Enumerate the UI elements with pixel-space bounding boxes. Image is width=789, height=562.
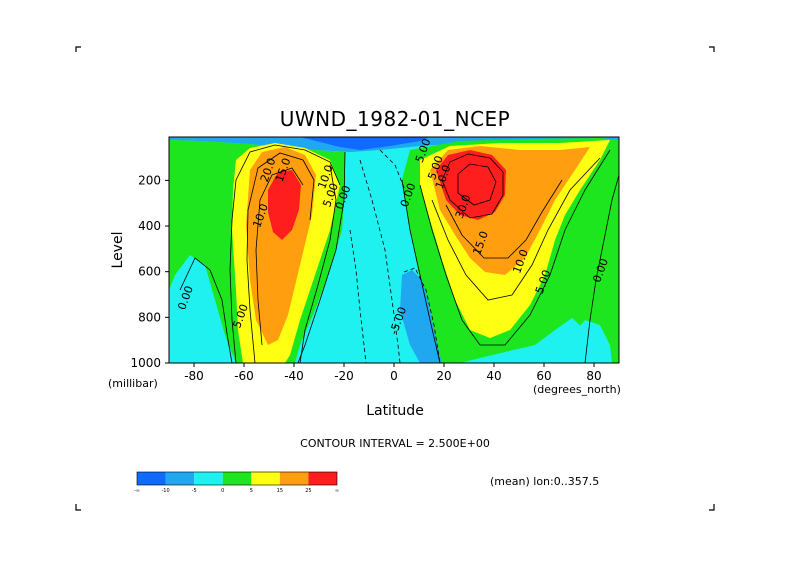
- x-tick-label: 20: [436, 369, 451, 383]
- x-axis-ticks: -80 -60 -40 -20 0 20 40 60 80: [184, 363, 602, 383]
- colorbar-label: 25: [305, 488, 311, 494]
- y-tick-label: 800: [138, 310, 161, 324]
- colorbar: -∞ -10 -5 0 5 15 25 ∞: [134, 471, 339, 494]
- contour-interval-text: CONTOUR INTERVAL = 2.500E+00: [300, 437, 490, 450]
- colorbar-swatch: [194, 472, 223, 485]
- colorbar-swatch: [279, 472, 309, 485]
- x-tick-label: 0: [390, 369, 398, 383]
- x-tick-label: 40: [486, 369, 501, 383]
- contour-line: [457, 163, 497, 206]
- colorbar-frame: [136, 471, 338, 486]
- contour-line: [419, 149, 611, 346]
- colorbar-swatch: [308, 472, 337, 485]
- chart-title: UWND_1982-01_NCEP: [280, 107, 510, 131]
- mean-longitude-text: (mean) lon:0..357.5: [490, 475, 599, 488]
- contour-line: [349, 229, 367, 363]
- tropical-negative-tongue: [400, 270, 442, 363]
- strong-negative-band-top: [300, 137, 430, 150]
- contour-line: [229, 144, 341, 363]
- contour-line: [255, 167, 304, 346]
- colorbar-label: -5: [192, 488, 197, 494]
- contour-line: [299, 164, 337, 363]
- y-tick-label: 600: [138, 265, 161, 279]
- nh-cyan-patch-east: [565, 320, 612, 363]
- colorbar-label: ∞: [335, 488, 339, 494]
- colorbar-swatch: [137, 472, 166, 485]
- corner-mark-bottom-right: [709, 504, 715, 511]
- x-tick-label: 80: [586, 369, 601, 383]
- contour-line: [246, 152, 315, 363]
- x-tick-label: -20: [334, 369, 354, 383]
- contour-lines: [179, 144, 619, 363]
- colorbar-label: -∞: [134, 488, 140, 494]
- sh-cyan-patch: [169, 290, 225, 363]
- colorbar-label: 5: [250, 488, 253, 494]
- colorbar-swatch: [165, 472, 195, 485]
- colorbar-label: 0: [221, 488, 224, 494]
- colorbar-swatch: [222, 472, 252, 485]
- contour-line: [403, 267, 441, 363]
- sh-red-core: [268, 170, 301, 240]
- y-axis-ticks: 200 400 600 800 1000: [130, 173, 169, 370]
- contour-line: [445, 179, 563, 259]
- contour-line: [401, 179, 441, 363]
- x-tick-label: -80: [184, 369, 204, 383]
- contour-line: [359, 159, 401, 363]
- contour-line: [441, 153, 504, 219]
- x-axis-label: Latitude: [366, 403, 424, 419]
- contour-line: [179, 257, 233, 363]
- x-tick-label: -40: [284, 369, 304, 383]
- corner-mark-bottom-left: [75, 504, 81, 511]
- y-tick-label: 200: [138, 173, 161, 187]
- page-corner-marks: [75, 46, 715, 511]
- corner-mark-top-right: [709, 46, 715, 52]
- contour-line: [379, 149, 406, 191]
- x-tick-label: -60: [234, 369, 254, 383]
- contour-line: [297, 151, 346, 363]
- y-tick-label: 1000: [130, 356, 161, 370]
- x-axis-unit: (degrees_north): [533, 383, 621, 396]
- colorbar-swatch: [251, 472, 280, 485]
- colorbar-label: 15: [277, 488, 283, 494]
- colorbar-label: -10: [161, 488, 169, 494]
- contour-line: [431, 157, 601, 301]
- y-axis-unit: (millibar): [108, 377, 158, 390]
- y-tick-label: 400: [138, 219, 161, 233]
- corner-mark-top-left: [75, 46, 81, 52]
- x-tick-label: 60: [536, 369, 551, 383]
- y-axis-label: Level: [110, 232, 126, 269]
- contour-line: [584, 174, 619, 363]
